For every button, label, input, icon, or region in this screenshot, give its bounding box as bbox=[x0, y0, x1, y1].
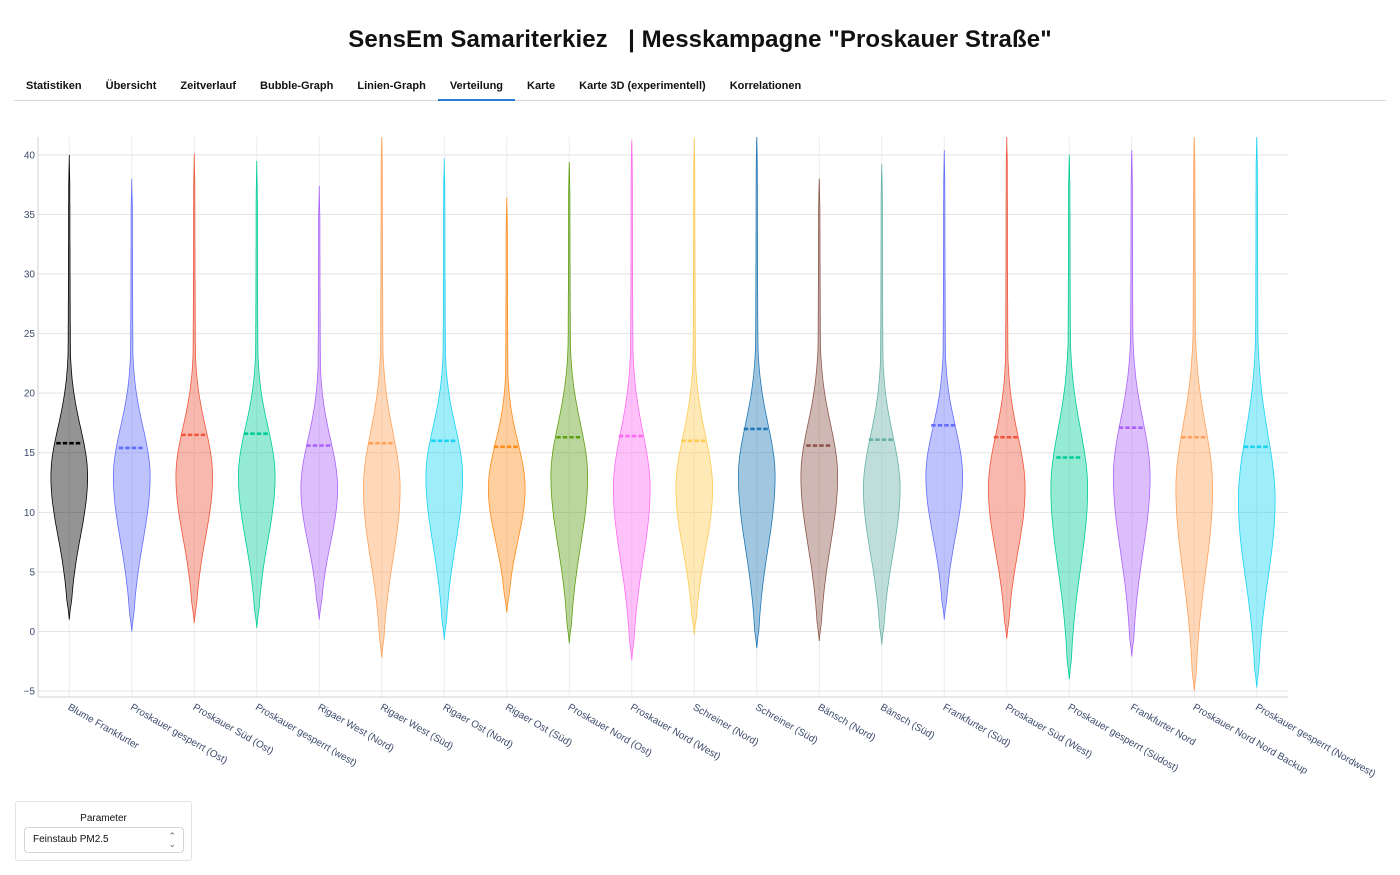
violin-11[interactable] bbox=[675, 138, 713, 636]
x-tick-label: Proskauer gesperrt (Nordwest) bbox=[1253, 702, 1377, 780]
y-tick-label: 40 bbox=[24, 150, 36, 161]
violin-14[interactable] bbox=[863, 164, 901, 645]
tab-korrelationen[interactable]: Korrelationen bbox=[729, 80, 802, 92]
violin-18[interactable] bbox=[1113, 150, 1151, 657]
y-tick-label: 0 bbox=[29, 627, 35, 638]
x-tick-label: Bänsch (Süd) bbox=[878, 702, 936, 742]
x-tick-label: Proskauer gesperrt (Südost) bbox=[1066, 702, 1180, 774]
y-tick-label: 25 bbox=[24, 329, 36, 340]
violin-9[interactable] bbox=[550, 161, 589, 644]
x-tick-label: Proskauer gesperrt (west) bbox=[253, 702, 358, 769]
tab-zeitverlauf[interactable]: Zeitverlauf bbox=[180, 80, 237, 92]
tab-karte[interactable]: Karte bbox=[527, 80, 556, 92]
y-tick-label: 35 bbox=[24, 210, 36, 221]
y-tick-label: 10 bbox=[24, 508, 36, 519]
parameter-panel: Parameter Feinstaub PM2.5 ⌃ ⌄ bbox=[15, 801, 192, 861]
violin-8[interactable] bbox=[488, 197, 526, 613]
parameter-selected-value: Feinstaub PM2.5 bbox=[33, 834, 109, 845]
tab-verteilung[interactable]: Verteilung bbox=[437, 74, 516, 101]
x-tick-label: Frankfurter (Süd) bbox=[941, 702, 1012, 750]
violin-19[interactable] bbox=[1175, 136, 1213, 692]
violin-6[interactable] bbox=[363, 136, 401, 658]
tab-bubble-graph[interactable]: Bubble-Graph bbox=[260, 80, 334, 92]
violin-17[interactable] bbox=[1050, 154, 1088, 680]
parameter-label: Parameter bbox=[80, 813, 127, 824]
violin-3[interactable] bbox=[175, 153, 214, 624]
violin-1[interactable] bbox=[50, 154, 88, 620]
tab-uebersicht[interactable]: Übersicht bbox=[105, 80, 157, 92]
y-tick-label: 30 bbox=[24, 270, 36, 281]
x-tick-label: Proskauer Nord Nord Backup bbox=[1191, 702, 1310, 777]
violin-15[interactable] bbox=[925, 150, 963, 620]
tab-karte-3d[interactable]: Karte 3D (experimentell) bbox=[579, 80, 706, 92]
tab-linien-graph[interactable]: Linien-Graph bbox=[357, 80, 426, 92]
y-tick-label: 5 bbox=[29, 567, 35, 578]
page-title: SensEm Samariterkiez | Messkampagne "Pro… bbox=[348, 26, 1052, 53]
x-tick-label: Bänsch (Nord) bbox=[816, 702, 877, 744]
y-tick-label: −5 bbox=[24, 687, 36, 698]
y-tick-label: 15 bbox=[24, 448, 36, 459]
parameter-select[interactable]: Feinstaub PM2.5 ⌃ ⌄ bbox=[24, 827, 184, 853]
chevron-updown-icon: ⌃ ⌄ bbox=[168, 831, 176, 849]
violin-10[interactable] bbox=[613, 140, 651, 661]
violin-4[interactable] bbox=[237, 160, 276, 628]
violin-12[interactable] bbox=[737, 136, 776, 649]
violin-20[interactable] bbox=[1238, 136, 1276, 688]
tab-bar: Statistiken Übersicht Zeitverlauf Bubble… bbox=[14, 74, 1386, 101]
violin-2[interactable] bbox=[113, 178, 151, 632]
violin-7[interactable] bbox=[425, 158, 463, 640]
violin-13[interactable] bbox=[800, 178, 838, 642]
violin-16[interactable] bbox=[987, 136, 1026, 639]
x-tick-label: Schreiner (Süd) bbox=[753, 702, 819, 747]
tab-statistiken[interactable]: Statistiken bbox=[26, 80, 82, 92]
violin-5[interactable] bbox=[300, 185, 338, 620]
y-tick-label: 20 bbox=[24, 389, 36, 400]
